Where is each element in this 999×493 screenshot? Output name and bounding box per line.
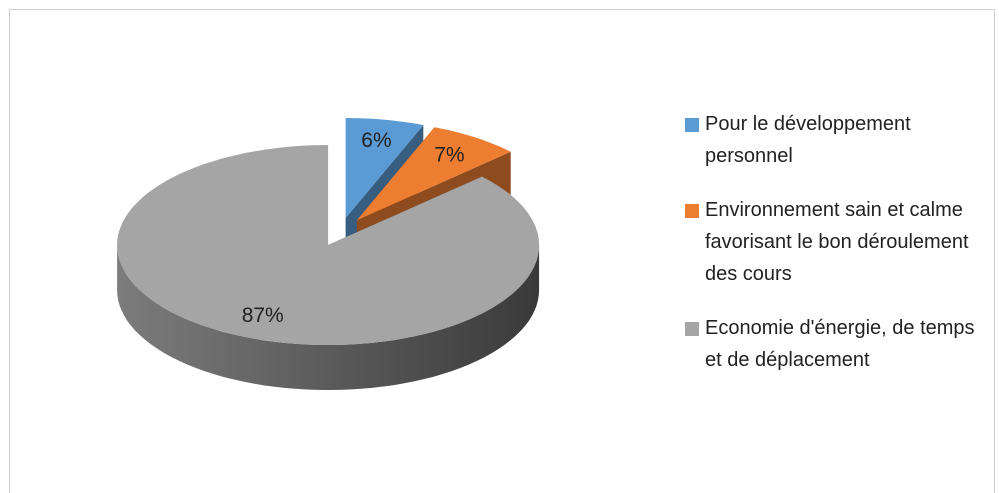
legend-swatch [685,118,699,132]
slice-side [117,245,540,390]
legend-label: Environnement sain et calme favorisant l… [705,199,969,285]
legend: Pour le développement personnel Environne… [685,108,985,398]
slice [345,118,424,218]
legend-item: Economie d'énergie, de temps et de dépla… [685,312,985,376]
legend-item: Pour le développement personnel [685,108,985,172]
data-label: 7% [434,143,464,166]
legend-swatch [685,204,699,218]
legend-item: Environnement sain et calme favorisant l… [685,194,985,290]
legend-swatch [685,322,699,336]
slice [117,145,540,345]
data-label: 87% [242,304,284,327]
slice [356,127,511,221]
data-label: 6% [361,129,391,152]
frame [9,9,995,493]
legend-label: Economie d'énergie, de temps et de dépla… [705,317,975,371]
legend-label: Pour le développement personnel [705,113,911,167]
